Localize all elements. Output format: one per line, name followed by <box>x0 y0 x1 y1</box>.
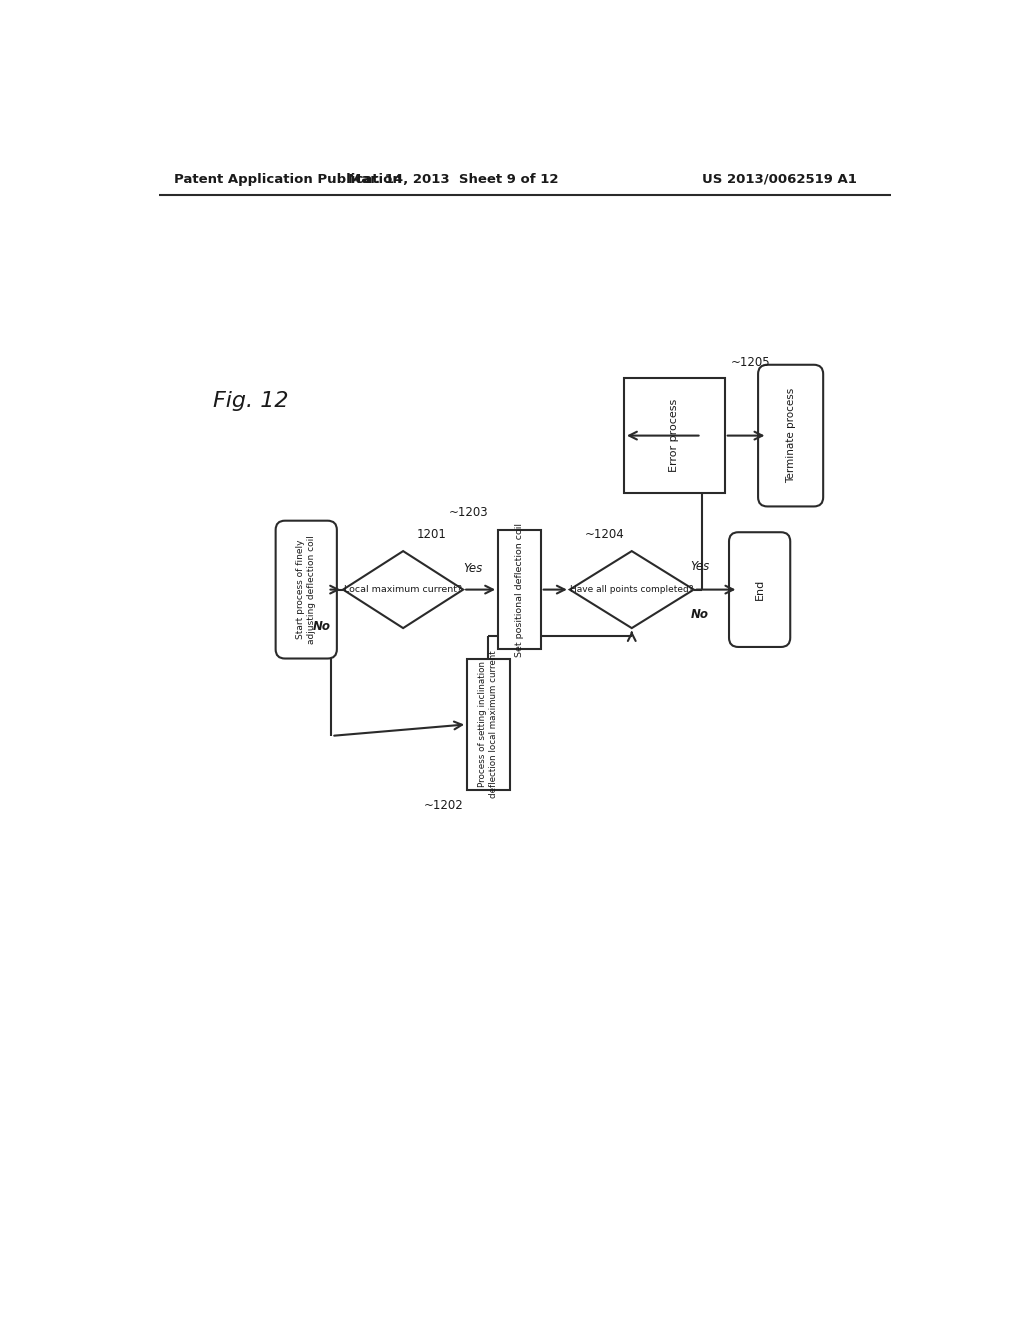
Text: End: End <box>755 579 765 601</box>
Text: Set positional deflection coil: Set positional deflection coil <box>515 523 524 656</box>
Text: Terminate process: Terminate process <box>785 388 796 483</box>
Text: Yes: Yes <box>463 561 482 574</box>
Polygon shape <box>569 552 693 628</box>
Text: ~1202: ~1202 <box>424 799 463 812</box>
Bar <box>624 378 725 494</box>
Text: Patent Application Publication: Patent Application Publication <box>174 173 402 186</box>
Text: ~1204: ~1204 <box>585 528 624 541</box>
Bar <box>498 529 541 649</box>
Text: Fig. 12: Fig. 12 <box>213 391 289 411</box>
FancyBboxPatch shape <box>729 532 791 647</box>
Text: US 2013/0062519 A1: US 2013/0062519 A1 <box>701 173 856 186</box>
Text: Process of setting inclination
deflection local maximum current: Process of setting inclination deflectio… <box>478 651 499 799</box>
Text: ~1205: ~1205 <box>731 356 771 370</box>
Polygon shape <box>343 552 463 628</box>
Text: No: No <box>312 620 331 634</box>
Text: Mar. 14, 2013  Sheet 9 of 12: Mar. 14, 2013 Sheet 9 of 12 <box>348 173 559 186</box>
Text: Yes: Yes <box>690 560 710 573</box>
Text: Local maximum current?: Local maximum current? <box>344 585 462 594</box>
Text: Have all points completed?: Have all points completed? <box>570 585 693 594</box>
FancyBboxPatch shape <box>758 364 823 507</box>
Text: Start process of finely
adjusting deflection coil: Start process of finely adjusting deflec… <box>296 535 316 644</box>
Bar <box>467 659 510 789</box>
Text: No: No <box>691 607 709 620</box>
FancyBboxPatch shape <box>275 520 337 659</box>
Text: 1201: 1201 <box>417 528 446 541</box>
Text: ~1203: ~1203 <box>450 507 488 520</box>
Text: Error process: Error process <box>670 399 679 473</box>
